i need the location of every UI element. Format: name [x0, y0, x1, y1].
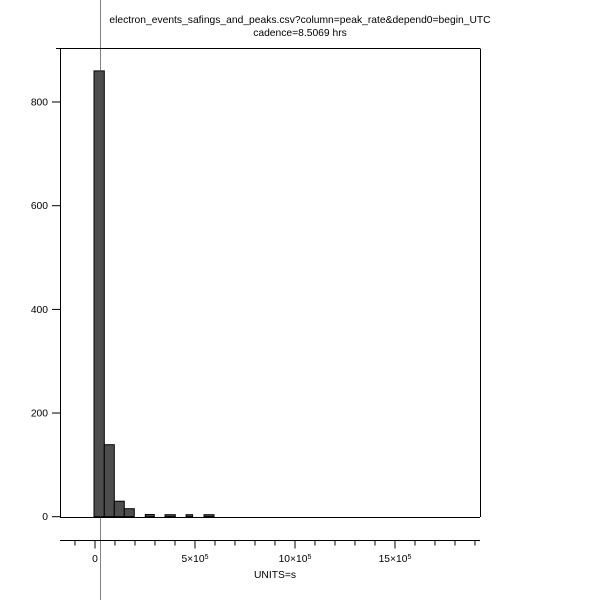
svg-text:200: 200 — [31, 409, 48, 420]
svg-text:0: 0 — [92, 554, 98, 565]
svg-text:electron_events_safings_and_pe: electron_events_safings_and_peaks.csv?co… — [109, 15, 491, 26]
svg-text:400: 400 — [31, 305, 48, 316]
svg-text:800: 800 — [31, 98, 48, 109]
svg-text:0: 0 — [42, 512, 48, 523]
svg-text:5×105: 5×105 — [181, 554, 208, 565]
svg-text:600: 600 — [31, 201, 48, 212]
svg-text:10×105: 10×105 — [279, 554, 312, 565]
svg-text:15×105: 15×105 — [379, 554, 412, 565]
svg-text:cadence=8.5069 hrs: cadence=8.5069 hrs — [253, 28, 347, 39]
svg-text:UNITS=s: UNITS=s — [254, 570, 296, 581]
